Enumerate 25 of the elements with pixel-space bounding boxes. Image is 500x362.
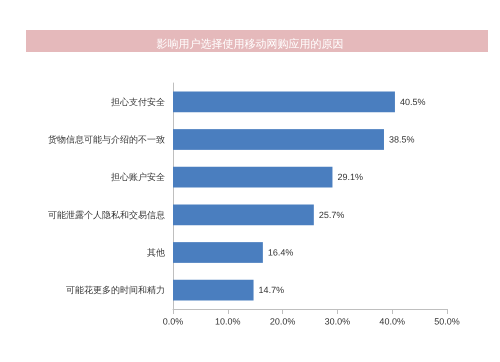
x-tick-label: 40.0% (379, 316, 405, 326)
bar (173, 129, 384, 150)
bar (173, 280, 254, 301)
data-label: 14.7% (258, 285, 284, 296)
x-tick-label: 30.0% (324, 316, 350, 326)
y-tick-label: 可能花更多的时间和精力 (66, 285, 165, 296)
y-tick-label: 可能泄露个人隐私和交易信息 (48, 210, 165, 220)
data-label: 40.5% (400, 96, 426, 107)
bar (173, 204, 314, 226)
y-tick-label: 货物信息可能与介绍的不一致 (48, 134, 165, 144)
x-tick-label: 20.0% (270, 316, 296, 326)
data-label: 38.5% (388, 134, 415, 144)
x-tick-label: 10.0% (215, 316, 241, 326)
data-label: 25.7% (318, 210, 344, 220)
x-tick-label: 0.0% (162, 316, 184, 326)
data-label: 16.4% (268, 248, 294, 258)
data-label: 29.1% (337, 172, 363, 182)
bar (173, 242, 263, 263)
y-tick-label: 其他 (147, 248, 165, 258)
y-tick-label: 担心账户安全 (111, 172, 165, 182)
bar (173, 91, 395, 112)
bar (173, 166, 332, 188)
y-tick-label: 担心支付安全 (111, 96, 165, 107)
x-tick-label: 50.0% (434, 316, 460, 326)
chart-title: 影响用户选择使用移动网购应用的原因 (156, 38, 344, 50)
